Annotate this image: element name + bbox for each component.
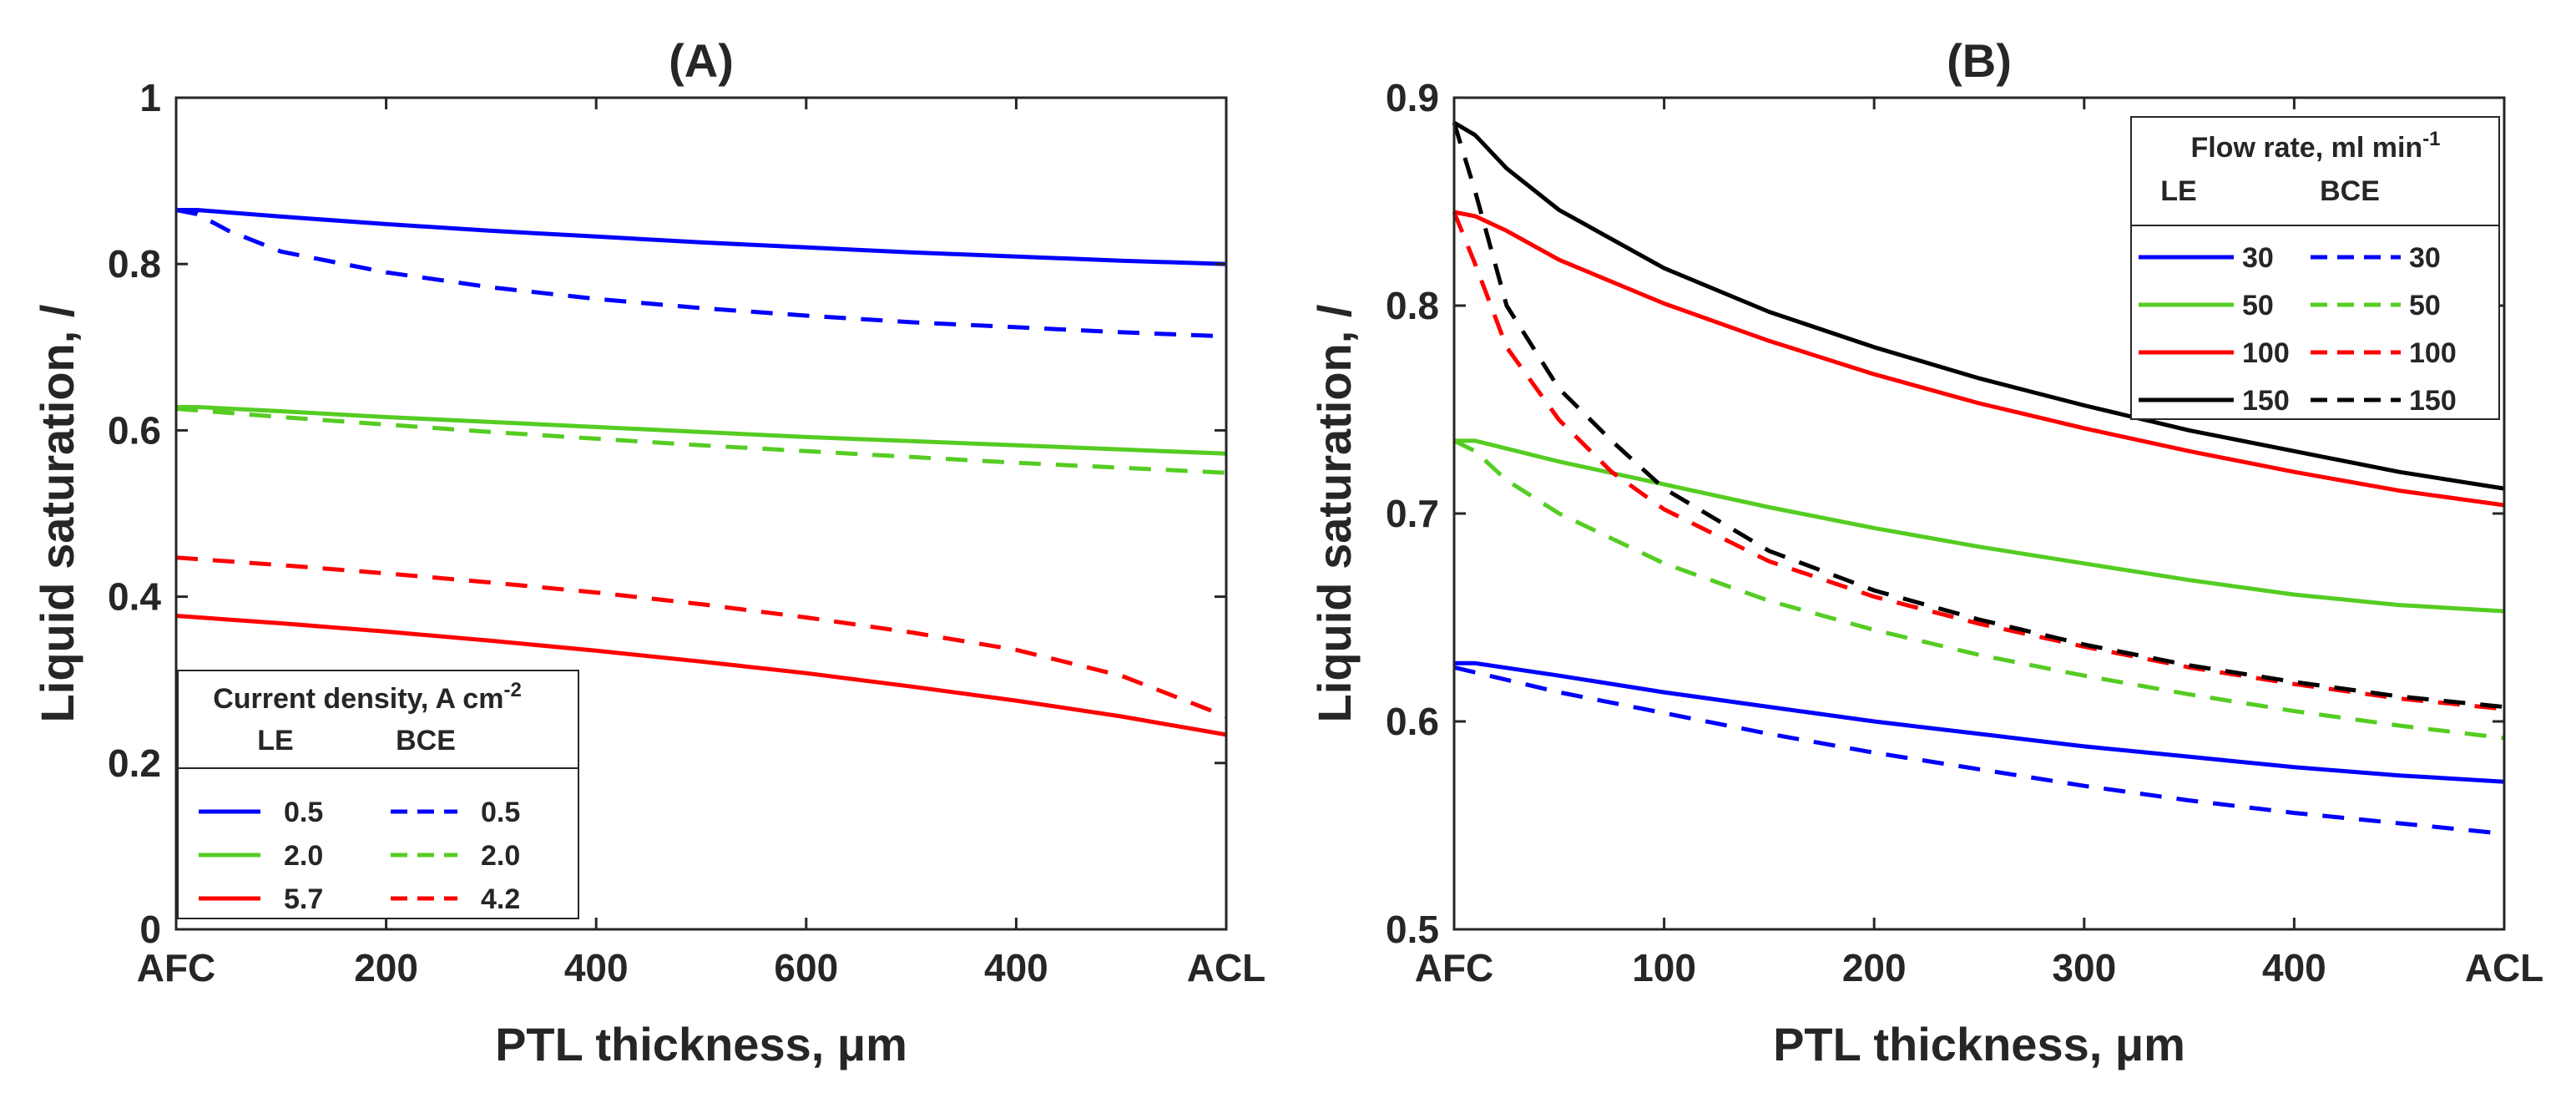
panel-a-y-tick-label: 0.2 bbox=[108, 741, 161, 785]
panel-a-legend-label-bce: 2.0 bbox=[481, 840, 520, 872]
panel-b-series-le-50-line bbox=[1454, 438, 2505, 614]
panel-a-legend-label-bce: 0.5 bbox=[481, 797, 520, 828]
panel-a: (A) AFC 200 400 600 400 ACL 0 0.2 0.4 0.6 0.8 1 PT… bbox=[31, 34, 1265, 1070]
panel-b-legend-title: Flow rate, ml min-1 bbox=[2190, 128, 2440, 164]
panel-b-legend-label-le: 100 bbox=[2242, 337, 2290, 369]
panel-a-x-tick-label: ACL bbox=[1187, 946, 1266, 989]
panel-b-series-bce-30-line bbox=[1453, 665, 2505, 836]
panel-a-y-axis-label: Liquid saturation, / bbox=[31, 304, 83, 722]
panel-b-legend-header-le: LE bbox=[2160, 175, 2196, 207]
panel-b-legend-label-bce: 30 bbox=[2409, 242, 2441, 274]
panel-b-x-tick-label: 200 bbox=[1842, 946, 1907, 989]
panel-a-y-tick-label: 1 bbox=[139, 76, 161, 119]
panel-a-x-tick-label: 600 bbox=[774, 946, 838, 989]
panel-b-x-axis-label: PTL thickness, μm bbox=[1773, 1018, 2185, 1070]
panel-b-legend: Flow rate, ml min-1 LE BCE 30 30 50 50 100 10… bbox=[2130, 116, 2500, 420]
panel-a-y-tick-label: 0 bbox=[139, 908, 161, 951]
panel-a-series-bce-2-0-line bbox=[175, 407, 1227, 475]
panel-a-x-axis-label: PTL thickness, μm bbox=[495, 1018, 907, 1070]
panel-a-series-le-5-7-line bbox=[175, 614, 1227, 737]
panel-b-legend-label-bce: 100 bbox=[2409, 337, 2457, 369]
panel-b-series-bce-50-line bbox=[1452, 438, 2505, 741]
panel-a-y-ticks: 0 0.2 0.4 0.6 0.8 1 bbox=[108, 76, 1226, 951]
panel-b-series-le-100-line bbox=[1453, 210, 2505, 508]
panel-b-series-group bbox=[1452, 120, 2505, 836]
panel-a-legend-label-le: 0.5 bbox=[284, 797, 323, 828]
panel-b-y-tick-label: 0.7 bbox=[1386, 492, 1439, 535]
panel-a-x-tick-label: 400 bbox=[984, 946, 1048, 989]
panel-b-series-le-30-line bbox=[1454, 660, 2505, 784]
panel-a-legend-label-le: 2.0 bbox=[284, 840, 323, 872]
panel-a-legend-box bbox=[177, 670, 579, 919]
panel-b-x-tick-label: 100 bbox=[1632, 946, 1696, 989]
panel-a-series-bce-0-5-line bbox=[175, 208, 1227, 339]
panel-a-y-tick-label: 0.4 bbox=[108, 575, 161, 619]
panel-b-legend-label-le: 30 bbox=[2242, 242, 2274, 274]
panel-b-legend-header-bce: BCE bbox=[2320, 175, 2380, 207]
panel-a-legend-title: Current density, A cm-2 bbox=[213, 679, 522, 715]
panel-b-y-tick-label: 0.6 bbox=[1386, 700, 1439, 743]
panel-b-x-ticks: AFC 100 200 300 400 ACL bbox=[1415, 98, 2544, 989]
panel-b-legend-label-le: 150 bbox=[2242, 385, 2290, 417]
panel-a-title: (A) bbox=[669, 34, 734, 87]
panel-a-series-le-0-5-line bbox=[176, 208, 1227, 266]
panel-b-x-tick-label: AFC bbox=[1415, 946, 1494, 989]
panel-a-series-group bbox=[175, 208, 1227, 737]
panel-b-legend-label-le: 50 bbox=[2242, 290, 2274, 321]
panel-b-y-axis-label: Liquid saturation, / bbox=[1308, 304, 1361, 722]
panel-b-y-tick-label: 0.9 bbox=[1386, 76, 1439, 119]
panel-a-legend-header-bce: BCE bbox=[396, 725, 456, 756]
panel-b-y-ticks: 0.5 0.6 0.7 0.8 0.9 bbox=[1386, 76, 2504, 951]
panel-a-x-tick-label: 200 bbox=[354, 946, 418, 989]
panel-a-x-tick-label: AFC bbox=[137, 946, 216, 989]
panel-b-series-bce-150-line bbox=[1452, 122, 2505, 710]
panel-a-series-bce-4-2-line bbox=[175, 555, 1227, 719]
panel-a-x-ticks: AFC 200 400 600 400 ACL bbox=[137, 98, 1266, 989]
panel-a-legend-rows: 0.5 0.5 2.0 2.0 5.7 4.2 bbox=[199, 797, 520, 915]
panel-a-legend: Current density, A cm-2 LE BCE 0.5 0.5 2.0… bbox=[177, 670, 579, 919]
panel-b-y-tick-label: 0.8 bbox=[1386, 284, 1439, 327]
panel-a-legend-header-le: LE bbox=[257, 725, 293, 756]
panel-a-y-tick-label: 0.6 bbox=[108, 408, 161, 452]
panel-b-x-tick-label: 400 bbox=[2262, 946, 2326, 989]
panel-b-series-le-150-line bbox=[1452, 120, 2505, 491]
panel-b-title: (B) bbox=[1947, 34, 2012, 87]
panel-a-legend-label-bce: 4.2 bbox=[481, 883, 520, 915]
panel-b-legend-box bbox=[2130, 116, 2500, 420]
panel-b: (B) AFC 100 200 300 400 ACL 0.5 0.6 0.7 0.8 0.9 P… bbox=[1308, 34, 2543, 1070]
panel-a-y-tick-label: 0.8 bbox=[108, 242, 161, 286]
panel-b-legend-rows: 30 30 50 50 100 100 150 150 bbox=[2139, 242, 2457, 417]
panel-b-x-tick-label: ACL bbox=[2465, 946, 2544, 989]
panel-a-series-le-2-0-line bbox=[176, 405, 1227, 456]
panel-b-legend-label-bce: 50 bbox=[2409, 290, 2441, 321]
panel-b-x-tick-label: 300 bbox=[2052, 946, 2116, 989]
panel-b-y-tick-label: 0.5 bbox=[1386, 908, 1439, 951]
panel-b-legend-label-bce: 150 bbox=[2409, 385, 2457, 417]
panel-a-legend-label-le: 5.7 bbox=[284, 883, 323, 915]
panel-a-x-tick-label: 400 bbox=[564, 946, 629, 989]
panel-a-plot-frame bbox=[174, 96, 1228, 931]
